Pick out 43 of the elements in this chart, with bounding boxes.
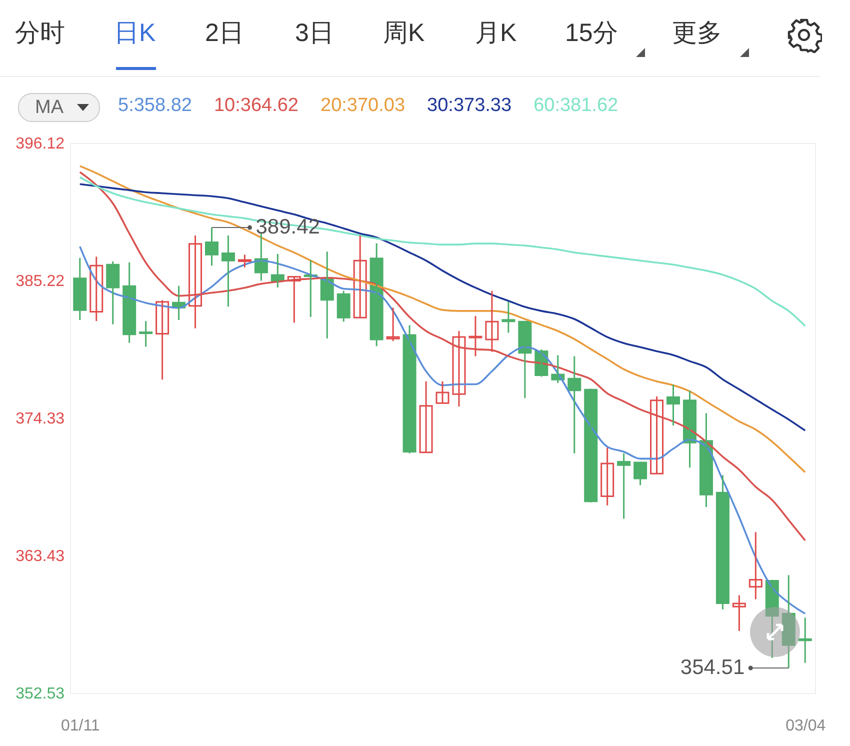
candlestick: [73, 257, 87, 321]
candlestick: [436, 380, 450, 404]
candlestick: [617, 452, 631, 520]
text: 60:381.62: [534, 95, 618, 117]
x-tick-label: 03/04: [786, 718, 826, 734]
y-tick-label: 374.33: [16, 410, 65, 428]
line-series: [78, 171, 806, 542]
candlestick: [336, 290, 350, 322]
text: 分时: [15, 18, 65, 49]
candlestick: [468, 315, 482, 357]
candlestick: [732, 594, 746, 632]
text: 2日: [205, 18, 244, 49]
candlestick: [205, 226, 218, 266]
y-tick-label: 385.22: [16, 273, 65, 290]
candlestick: [139, 320, 153, 348]
candlestick: [584, 388, 598, 504]
text: MA: [35, 97, 64, 119]
line-series: [78, 176, 806, 327]
candlestick: [502, 300, 516, 334]
text: 周K: [383, 18, 425, 49]
candlestick: [634, 461, 648, 486]
x-tick-label: 01/11: [60, 718, 100, 734]
candlestick: [600, 446, 614, 506]
text: 5:358.82: [118, 95, 192, 117]
y-tick-label: 396.12: [16, 136, 65, 152]
candlestick: [386, 306, 400, 342]
text: 10:364.62: [214, 95, 298, 117]
text: 月K: [475, 18, 517, 49]
y-tick-label: 363.43: [16, 548, 65, 565]
text: 日K: [114, 18, 156, 49]
text: 30:373.33: [427, 95, 512, 117]
line-series: [78, 165, 806, 474]
text: 20:370.03: [320, 95, 406, 117]
line-series: [78, 246, 806, 615]
line-series: [78, 183, 806, 432]
text: 更多: [672, 18, 722, 49]
candlestick: [238, 254, 252, 268]
candlestick: [221, 234, 235, 308]
text: 3日: [295, 18, 334, 49]
candlestick: [748, 531, 762, 600]
annotation: 354.51: [680, 656, 745, 680]
text: 15分: [565, 18, 618, 49]
y-tick-label: 352.53: [16, 686, 65, 702]
